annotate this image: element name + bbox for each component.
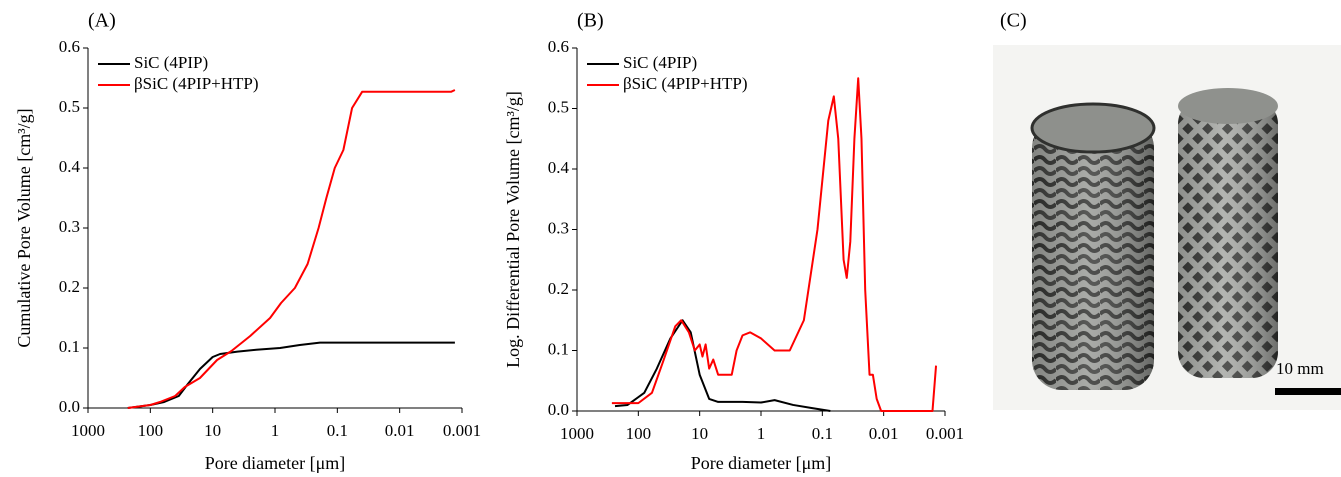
x-tick-label: 10 [691,424,708,443]
series-line [127,89,456,409]
x-tick-label: 0.01 [385,421,415,440]
series-line [127,341,455,409]
x-tick-label: 100 [626,424,652,443]
panel-label: (A) [88,10,116,32]
y-tick-label: 0.1 [59,337,80,356]
x-axis-title: Pore diameter [μm] [691,453,832,473]
x-tick-label: 0.1 [327,421,348,440]
y-tick-label: 0.6 [59,37,80,56]
scale-bar [1275,388,1341,395]
y-axis-title: Cumulative Pore Volume [cm³/g] [14,108,34,347]
y-tick-label: 0.2 [59,277,80,296]
y-tick-label: 0.3 [548,218,569,237]
gyroid-shading [1032,118,1154,390]
panel-label: (B) [577,10,604,32]
y-tick-label: 0.1 [548,339,569,358]
series-line [611,77,938,412]
x-tick-label: 0.1 [812,424,833,443]
legend-label: βSiC (4PIP+HTP) [134,74,259,93]
y-tick-label: 0.5 [548,97,569,116]
lattice-top [1178,88,1278,124]
x-axis-title: Pore diameter [μm] [205,453,346,473]
y-tick-label: 0.5 [59,97,80,116]
y-tick-label: 0.6 [548,37,569,56]
y-tick-label: 0.3 [59,217,80,236]
x-tick-label: 0.001 [926,424,964,443]
scale-bar-label: 10 mm [1276,359,1324,378]
y-tick-label: 0.0 [548,400,569,419]
x-tick-label: 1 [271,421,280,440]
lattice-shading [1178,98,1278,378]
x-tick-label: 10 [204,421,221,440]
legend-label: SiC (4PIP) [134,53,208,72]
legend-label: SiC (4PIP) [623,53,697,72]
series-line [614,319,831,412]
y-tick-label: 0.0 [59,397,80,416]
x-tick-label: 0.001 [443,421,481,440]
legend-label: βSiC (4PIP+HTP) [623,74,748,93]
chart: (A) 0.0 0.1 0.2 0.3 0.4 0.5 0.6 1000 100 10 1 0.1 0.0… [14,10,481,474]
x-tick-label: 0.01 [869,424,899,443]
x-tick-label: 1 [757,424,766,443]
y-tick-label: 0.2 [548,279,569,298]
y-tick-label: 0.4 [59,157,81,176]
x-tick-label: 1000 [71,421,105,440]
y-tick-label: 0.4 [548,158,570,177]
x-tick-label: 100 [138,421,164,440]
panel-label: (C) [1000,10,1027,32]
y-axis-title: Log. Differential Pore Volume [cm³/g] [503,91,523,368]
x-tick-label: 1000 [560,424,594,443]
chart: (B) 0.0 0.1 0.2 0.3 0.4 0.5 0.6 1000 100 10 1 0.1 0.0… [503,10,964,474]
gyroid-top [1030,102,1156,154]
photo-panel: 10 mm (C) [993,10,1341,410]
